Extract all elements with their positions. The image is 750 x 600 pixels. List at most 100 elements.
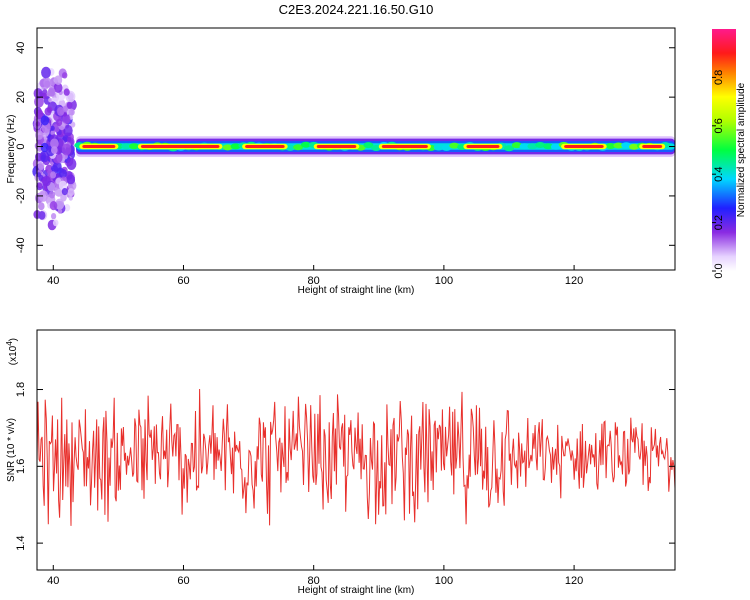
heatmap-band-blob [605, 143, 616, 149]
heatmap-noise-blob [33, 88, 43, 99]
heatmap-noise-blob [37, 182, 43, 189]
heatmap-noise-blob [38, 202, 45, 211]
heatmap-x-tick-label: 60 [177, 275, 189, 287]
heatmap-band-blob [121, 143, 132, 150]
snr-x-label: Height of straight line (km) [298, 585, 415, 596]
colorbar-tick-label: 0.4 [713, 167, 725, 182]
heatmap-noise-blob [66, 174, 76, 185]
heatmap-peak-segment [245, 145, 285, 148]
colorbar-label: Normalized spectral amplitude [736, 82, 747, 217]
heatmap-noise-blob [38, 190, 49, 202]
heatmap-band-blob [550, 143, 561, 150]
heatmap-noise-blob [68, 195, 73, 201]
heatmap-noise-blob [58, 180, 68, 191]
heatmap-band-blob [629, 143, 639, 150]
heatmap-band-blob [300, 141, 311, 148]
snr-y-tick-label: 1.6 [15, 459, 27, 474]
heatmap-band-blob [129, 143, 139, 150]
heatmap-noise-blob [63, 124, 73, 137]
heatmap-x-label: Height of straight line (km) [298, 285, 415, 296]
figure-title: C2E3.2024.221.16.50.G10 [279, 2, 434, 17]
colorbar: 0.0 0.2 0.4 0.6 0.8 Normalized spectral ampl… [712, 29, 747, 279]
snr-x-tick-label: 40 [47, 575, 59, 587]
heatmap-y-tick-label: 0 [15, 143, 27, 149]
heatmap-band-blob [433, 144, 444, 151]
heatmap-noise-blob [51, 146, 58, 155]
heatmap-noise-blob [47, 87, 56, 97]
heatmap-noise-blob [59, 168, 67, 179]
heatmap-frame [36, 27, 676, 271]
heatmap-noise-blob [36, 172, 42, 178]
heatmap-peak-segment [642, 145, 663, 148]
heatmap-band-blob [222, 144, 233, 151]
heatmap-y-tick-label: 40 [15, 42, 27, 54]
heatmap-noise-blob [69, 108, 75, 116]
heatmap-x-tick-label: 40 [47, 275, 59, 287]
heatmap-band-blob [230, 143, 241, 150]
heatmap-noise-blob [35, 130, 44, 140]
heatmap-noise-blob [38, 211, 46, 220]
heatmap-band-blob [613, 142, 624, 149]
heatmap-peak-segment [564, 145, 604, 148]
heatmap-noise-blob [55, 198, 65, 210]
snr-x-ticks: 40 60 80 100 120 [47, 565, 583, 587]
heatmap-x-tick-label: 120 [565, 275, 583, 287]
heatmap-band-blob [543, 143, 554, 150]
heatmap-marks [32, 66, 676, 231]
snr-y-tick-label: 1.8 [15, 382, 27, 397]
heatmap-y-tick-label: 20 [15, 91, 27, 103]
heatmap-band-blob [511, 142, 522, 149]
heatmap-noise-blob [40, 154, 46, 161]
heatmap-band-blob [363, 142, 374, 149]
heatmap-band-blob [441, 144, 452, 151]
heatmap-noise-blob [50, 171, 57, 179]
heatmap-peak-segment [381, 145, 428, 148]
heatmap-y-tick-label: -20 [15, 188, 27, 204]
snr-multiplier: (x104) [5, 338, 19, 365]
heatmap-noise-blob [57, 208, 63, 214]
snr-x-tick-label: 60 [177, 575, 189, 587]
snr-y-ticks: 1.4 1.6 1.8 [15, 382, 675, 551]
heatmap-band-blob [535, 142, 546, 148]
colorbar-ticks: 0.0 0.2 0.4 0.6 0.8 [712, 70, 725, 279]
colorbar-tick-label: 0.2 [713, 215, 725, 230]
heatmap-noise-blob [49, 191, 56, 199]
heatmap-x-ticks: 40 60 80 100 120 [47, 265, 583, 287]
heatmap-noise-blob [62, 105, 68, 113]
heatmap-x-tick-label: 80 [308, 275, 320, 287]
spectrogram-panel: 40 60 80 100 120 -40 -20 0 20 40 Height of strai… [6, 27, 676, 296]
heatmap-peak-segment [316, 145, 357, 148]
heatmap-noise-blob [56, 119, 63, 127]
heatmap-band-blob [371, 145, 382, 151]
heatmap-y-ticks: -40 -20 0 20 40 [15, 42, 675, 253]
heatmap-noise-blob [57, 106, 65, 116]
heatmap-noise-blob [51, 213, 57, 220]
heatmap-noise-blob [61, 143, 72, 156]
heatmap-noise-blob [64, 204, 71, 212]
heatmap-noise-blob [35, 121, 40, 127]
heatmap-band-blob [285, 144, 296, 151]
heatmap-noise-blob [41, 66, 51, 79]
heatmap-band-blob [621, 142, 632, 149]
heatmap-noise-blob [67, 136, 72, 142]
colorbar-tick-label: 0.0 [713, 263, 725, 278]
snr-y-tick-label: 1.4 [15, 535, 27, 550]
heatmap-peak-segment [466, 145, 500, 148]
snr-panel: 40 60 80 100 120 1.4 1.6 1.8 Height of straigh… [5, 329, 676, 596]
heatmap-peak-segment [82, 145, 116, 148]
heatmap-noise-blob [62, 134, 69, 142]
heatmap-noise-blob [43, 77, 52, 88]
heatmap-band-blob [293, 144, 304, 151]
heatmap-y-tick-label: -40 [15, 237, 27, 253]
heatmap-noise-blob [40, 115, 50, 126]
snr-series-line [36, 388, 676, 526]
heatmap-noise-blob [66, 158, 77, 170]
colorbar-gradient [712, 29, 736, 271]
heatmap-band-blob [449, 142, 460, 149]
heatmap-noise-blob [63, 88, 70, 96]
heatmap-noise-blob [54, 75, 63, 85]
colorbar-tick-label: 0.6 [713, 118, 725, 133]
heatmap-noise-blob [52, 161, 62, 172]
heatmap-noise-blob [52, 219, 59, 227]
